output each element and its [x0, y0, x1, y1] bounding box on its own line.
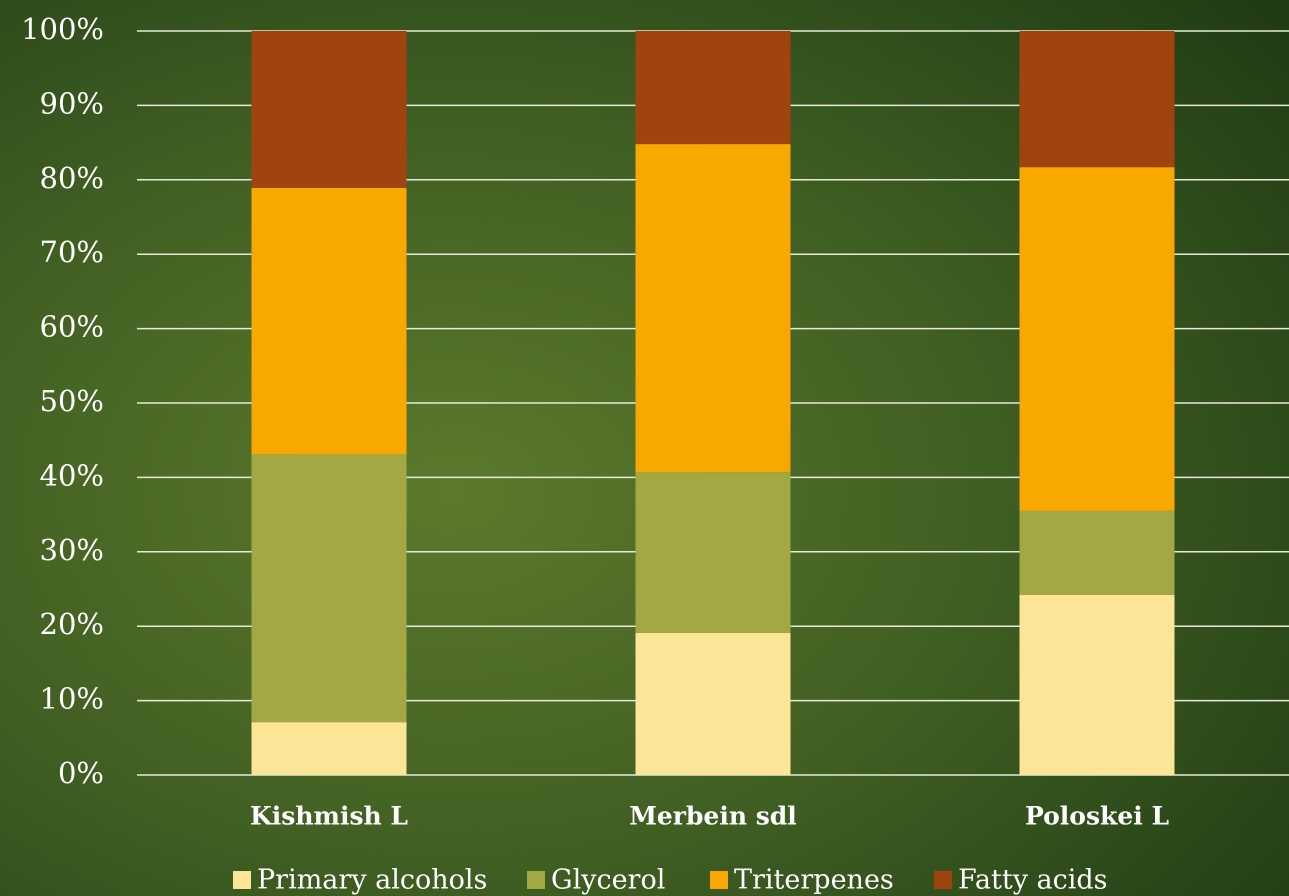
y-tick-label: 100% [21, 12, 104, 46]
bar-segment [1019, 31, 1175, 168]
plot: 0% 10% 20% 30% 40% 50% 60% 70% 80% 90% 100% Kishmis… [21, 12, 1289, 896]
y-tick-label: 50% [40, 384, 104, 418]
bar-segment [1019, 510, 1175, 595]
bar-segment [251, 722, 407, 775]
x-tick-label: Merbein sdl [629, 802, 797, 831]
bar-segment [1019, 594, 1175, 775]
legend-label: Glycerol [551, 865, 665, 896]
bar-segment [251, 187, 407, 455]
bar-segment [635, 144, 791, 473]
legend-swatch [527, 871, 545, 889]
y-tick-label: 90% [40, 86, 104, 120]
legend-label: Primary alcohols [257, 865, 487, 896]
bar-segment [251, 31, 407, 188]
legend-label: Triterpenes [734, 865, 894, 896]
y-tick-label: 0% [58, 756, 104, 790]
bar-segment [1019, 167, 1175, 511]
bar-segment [635, 472, 791, 633]
y-tick-label: 10% [40, 682, 104, 716]
x-tick-label: Kishmish L [250, 802, 408, 831]
legend-label: Fatty acids [958, 865, 1108, 896]
bar-segment [635, 31, 791, 145]
y-tick-label: 40% [40, 458, 104, 492]
legend-swatch [710, 871, 728, 889]
y-tick-label: 80% [40, 161, 104, 195]
bar-segment [251, 454, 407, 723]
bar-segment [635, 632, 791, 775]
x-tick-label: Poloskei L [1025, 802, 1169, 831]
y-tick-label: 70% [40, 235, 104, 269]
y-tick-label: 20% [40, 607, 104, 641]
legend-swatch [934, 871, 952, 889]
legend-swatch [233, 871, 251, 889]
y-tick-label: 30% [40, 533, 104, 567]
y-tick-label: 60% [40, 310, 104, 344]
